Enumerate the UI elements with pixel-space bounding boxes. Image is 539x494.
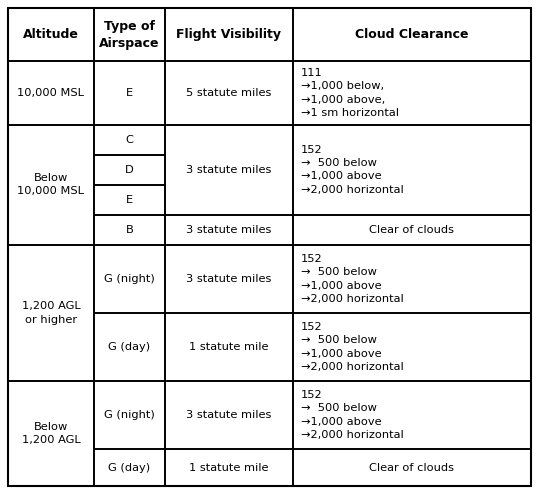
Bar xyxy=(94,381,165,449)
Text: 111
→1,000 below,
→1,000 above,
→1 sm horizontal: 111 →1,000 below, →1,000 above, →1 sm ho… xyxy=(301,68,398,118)
Bar xyxy=(8,61,94,124)
Bar xyxy=(293,61,531,124)
Bar xyxy=(165,124,293,215)
Bar xyxy=(293,215,531,245)
Text: 152
→  500 below
→1,000 above
→2,000 horizontal: 152 → 500 below →1,000 above →2,000 hori… xyxy=(301,254,403,304)
Bar xyxy=(165,449,293,486)
Bar xyxy=(94,215,165,245)
Text: Below
1,200 AGL: Below 1,200 AGL xyxy=(22,422,80,445)
Text: 1 statute mile: 1 statute mile xyxy=(189,342,268,352)
Text: 152
→  500 below
→1,000 above
→2,000 horizontal: 152 → 500 below →1,000 above →2,000 hori… xyxy=(301,145,403,195)
Text: 3 statute miles: 3 statute miles xyxy=(186,165,272,175)
Text: 5 statute miles: 5 statute miles xyxy=(186,88,272,98)
Text: 1 statute mile: 1 statute mile xyxy=(189,462,268,473)
Text: G (night): G (night) xyxy=(104,274,155,284)
Bar xyxy=(165,381,293,449)
Text: 3 statute miles: 3 statute miles xyxy=(186,410,272,420)
Text: 10,000 MSL: 10,000 MSL xyxy=(17,88,84,98)
Text: G (night): G (night) xyxy=(104,410,155,420)
Bar xyxy=(94,245,165,313)
Bar xyxy=(94,313,165,381)
Text: 1,200 AGL
or higher: 1,200 AGL or higher xyxy=(22,301,80,325)
Text: Clear of clouds: Clear of clouds xyxy=(369,225,454,235)
Bar xyxy=(8,124,94,245)
Bar xyxy=(293,449,531,486)
Text: C: C xyxy=(126,135,133,145)
Bar xyxy=(293,124,531,215)
Bar xyxy=(94,185,165,215)
Bar xyxy=(94,8,165,61)
Text: 3 statute miles: 3 statute miles xyxy=(186,274,272,284)
Bar xyxy=(293,313,531,381)
Text: Type of
Airspace: Type of Airspace xyxy=(99,20,160,50)
Text: 152
→  500 below
→1,000 above
→2,000 horizontal: 152 → 500 below →1,000 above →2,000 hori… xyxy=(301,322,403,372)
Bar xyxy=(8,245,94,381)
Text: G (day): G (day) xyxy=(108,342,150,352)
Bar xyxy=(94,449,165,486)
Bar xyxy=(293,245,531,313)
Text: Clear of clouds: Clear of clouds xyxy=(369,462,454,473)
Bar xyxy=(165,245,293,313)
Bar xyxy=(8,381,94,486)
Text: E: E xyxy=(126,195,133,205)
Text: 3 statute miles: 3 statute miles xyxy=(186,225,272,235)
Bar xyxy=(165,61,293,124)
Text: Below
10,000 MSL: Below 10,000 MSL xyxy=(17,173,84,197)
Bar xyxy=(293,381,531,449)
Bar xyxy=(94,124,165,155)
Bar xyxy=(8,8,94,61)
Text: 152
→  500 below
→1,000 above
→2,000 horizontal: 152 → 500 below →1,000 above →2,000 hori… xyxy=(301,390,403,440)
Text: G (day): G (day) xyxy=(108,462,150,473)
Bar xyxy=(165,313,293,381)
Bar xyxy=(165,215,293,245)
Text: Altitude: Altitude xyxy=(23,28,79,41)
Bar xyxy=(165,8,293,61)
Bar xyxy=(293,8,531,61)
Text: B: B xyxy=(126,225,133,235)
Bar xyxy=(94,155,165,185)
Bar xyxy=(94,61,165,124)
Text: Cloud Clearance: Cloud Clearance xyxy=(355,28,468,41)
Text: E: E xyxy=(126,88,133,98)
Text: D: D xyxy=(125,165,134,175)
Text: Flight Visibility: Flight Visibility xyxy=(176,28,281,41)
